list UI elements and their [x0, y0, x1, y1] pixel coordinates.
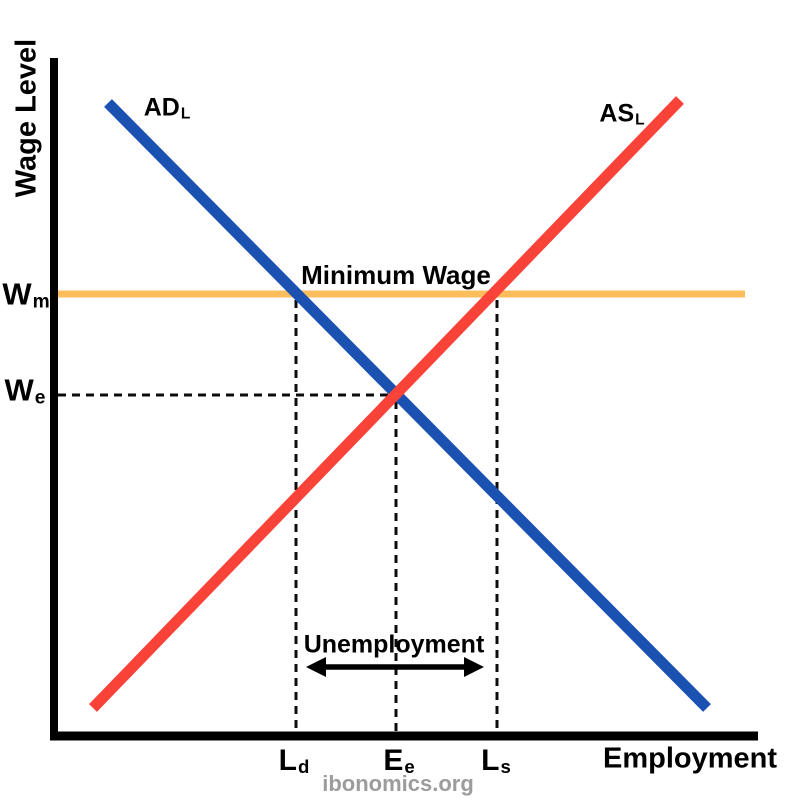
demand-curve-label: ADL: [143, 93, 191, 123]
employment-tick-ls-sub: s: [500, 756, 511, 778]
demand-curve-label-sub: L: [180, 105, 191, 123]
employment-tick-ld: Ld: [278, 744, 310, 778]
employment-tick-ee: Ee: [383, 744, 415, 778]
supply-curve-label-main: AS: [599, 99, 635, 128]
supply-curve-label-sub: L: [635, 111, 645, 129]
wage-tick-we-sub: e: [34, 387, 46, 409]
supply-curve-label: ASL: [599, 99, 645, 129]
min-wage-label: Minimum Wage: [301, 260, 491, 290]
supply-curve: [89, 96, 684, 712]
wage-tick-wm: Wm: [2, 276, 50, 313]
employment-tick-ee-sub: e: [404, 756, 415, 778]
x-axis-title: Employment: [602, 742, 778, 775]
demand-curve-label-main: AD: [143, 93, 180, 122]
employment-tick-ee-main: E: [383, 744, 404, 777]
wage-tick-we: We: [4, 372, 46, 409]
wage-tick-wm-sub: m: [32, 291, 50, 313]
wage-tick-wm-main: W: [2, 276, 32, 312]
demand-curve: [104, 99, 711, 712]
employment-tick-ls: Ls: [481, 744, 511, 778]
employment-tick-ld-sub: d: [297, 756, 310, 778]
unemployment-arrowhead-left: [306, 657, 326, 677]
wage-tick-we-main: W: [4, 372, 34, 408]
watermark-text: ibonomics.org: [322, 771, 474, 796]
unemployment-arrowhead-right: [464, 657, 484, 677]
y-axis-title: Wage Level: [10, 38, 43, 198]
employment-tick-ld-main: L: [278, 744, 297, 777]
employment-tick-ls-main: L: [481, 744, 500, 777]
unemployment-label: Unemployment: [303, 630, 485, 659]
